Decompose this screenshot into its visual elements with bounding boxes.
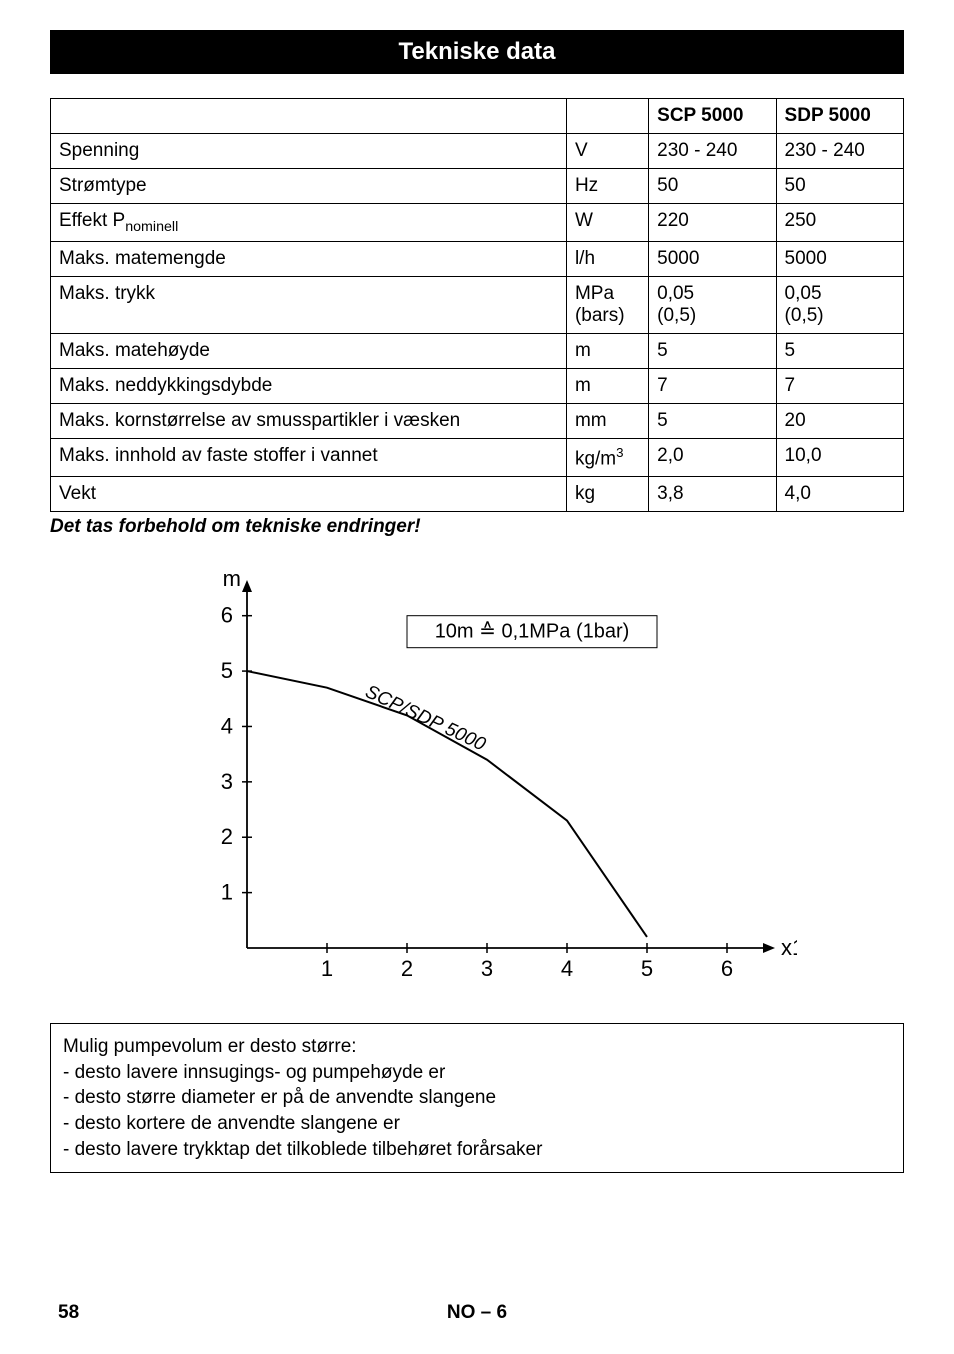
svg-text:10m ≙ 0,1MPa (1bar): 10m ≙ 0,1MPa (1bar) — [435, 621, 630, 643]
table-row: Maks. trykkMPa(bars)0,05(0,5)0,05(0,5) — [51, 276, 904, 333]
svg-text:2: 2 — [221, 824, 233, 849]
info-line: - desto større diameter er på de anvendt… — [63, 1085, 891, 1111]
table-cell: Maks. matehøyde — [51, 333, 567, 368]
svg-text:1: 1 — [221, 880, 233, 905]
svg-text:SCP/SDP 5000: SCP/SDP 5000 — [362, 681, 489, 755]
svg-text:m: m — [223, 568, 241, 591]
section-title: Tekniske data — [50, 30, 904, 74]
svg-text:6: 6 — [721, 956, 733, 981]
info-line: - desto kortere de anvendte slangene er — [63, 1111, 891, 1137]
svg-text:2: 2 — [401, 956, 413, 981]
table-cell: 250 — [776, 204, 903, 242]
table-cell: 230 - 240 — [776, 134, 903, 169]
table-cell: 0,05(0,5) — [649, 276, 776, 333]
table-cell: Strømtype — [51, 169, 567, 204]
table-cell: Maks. kornstørrelse av smusspartikler i … — [51, 403, 567, 438]
table-row: SpenningV230 - 240230 - 240 — [51, 134, 904, 169]
table-row: Maks. matehøydem55 — [51, 333, 904, 368]
table-cell: kg — [566, 477, 648, 512]
svg-text:6: 6 — [221, 603, 233, 628]
table-cell: 5 — [649, 403, 776, 438]
info-box: Mulig pumpevolum er desto større: - dest… — [50, 1023, 904, 1173]
table-cell: Maks. neddykkingsdybde — [51, 368, 567, 403]
table-cell: 0,05(0,5) — [776, 276, 903, 333]
table-cell: l/h — [566, 241, 648, 276]
table-cell: 4,0 — [776, 477, 903, 512]
table-header: SDP 5000 — [776, 99, 903, 134]
table-footnote: Det tas forbehold om tekniske endringer! — [50, 516, 904, 538]
table-header — [51, 99, 567, 134]
table-cell: 50 — [776, 169, 903, 204]
table-row: Maks. innhold av faste stoffer i vannetk… — [51, 438, 904, 476]
table-cell: Spenning — [51, 134, 567, 169]
table-row: Effekt PnominellW220250 — [51, 204, 904, 242]
table-cell: V — [566, 134, 648, 169]
table-cell: Vekt — [51, 477, 567, 512]
table-cell: Effekt Pnominell — [51, 204, 567, 242]
table-header — [566, 99, 648, 134]
spec-table: SCP 5000SDP 5000 SpenningV230 - 240230 -… — [50, 98, 904, 512]
page-footer: 58 NO – 6 — [50, 1296, 904, 1330]
table-cell: 5000 — [649, 241, 776, 276]
table-row: Maks. neddykkingsdybdem77 — [51, 368, 904, 403]
table-cell: MPa(bars) — [566, 276, 648, 333]
svg-text:5: 5 — [221, 658, 233, 683]
table-row: StrømtypeHz5050 — [51, 169, 904, 204]
footer-center: NO – 6 — [447, 1302, 507, 1323]
svg-text:1: 1 — [321, 956, 333, 981]
table-cell: 7 — [649, 368, 776, 403]
table-cell: m — [566, 368, 648, 403]
table-cell: mm — [566, 403, 648, 438]
svg-text:3: 3 — [481, 956, 493, 981]
table-cell: 7 — [776, 368, 903, 403]
table-cell: 220 — [649, 204, 776, 242]
svg-text:x1000 l/h: x1000 l/h — [781, 935, 797, 960]
info-heading: Mulig pumpevolum er desto større: — [63, 1034, 891, 1060]
table-row: Vektkg3,84,0 — [51, 477, 904, 512]
table-cell: 10,0 — [776, 438, 903, 476]
table-cell: 5 — [649, 333, 776, 368]
table-cell: 3,8 — [649, 477, 776, 512]
table-cell: 230 - 240 — [649, 134, 776, 169]
table-row: Maks. matemengdel/h50005000 — [51, 241, 904, 276]
table-cell: 5000 — [776, 241, 903, 276]
svg-text:4: 4 — [221, 714, 233, 739]
table-cell: Maks. innhold av faste stoffer i vannet — [51, 438, 567, 476]
table-cell: 20 — [776, 403, 903, 438]
svg-text:3: 3 — [221, 769, 233, 794]
table-cell: Maks. matemengde — [51, 241, 567, 276]
table-cell: Hz — [566, 169, 648, 204]
svg-text:4: 4 — [561, 956, 573, 981]
table-cell: W — [566, 204, 648, 242]
table-header: SCP 5000 — [649, 99, 776, 134]
table-cell: kg/m3 — [566, 438, 648, 476]
table-cell: Maks. trykk — [51, 276, 567, 333]
info-line: - desto lavere innsugings- og pumpehøyde… — [63, 1060, 891, 1086]
svg-text:5: 5 — [641, 956, 653, 981]
table-cell: 2,0 — [649, 438, 776, 476]
info-line: - desto lavere trykktap det tilkoblede t… — [63, 1137, 891, 1163]
table-cell: m — [566, 333, 648, 368]
page-number: 58 — [58, 1302, 79, 1323]
table-cell: 5 — [776, 333, 903, 368]
table-row: Maks. kornstørrelse av smusspartikler i … — [51, 403, 904, 438]
pump-curve-chart: 1 2 3 4 5 6 1 2 3 4 5 6 m x1000 l/h 10m ≙ 0,1MPa (1bar… — [157, 568, 797, 1003]
table-cell: 50 — [649, 169, 776, 204]
